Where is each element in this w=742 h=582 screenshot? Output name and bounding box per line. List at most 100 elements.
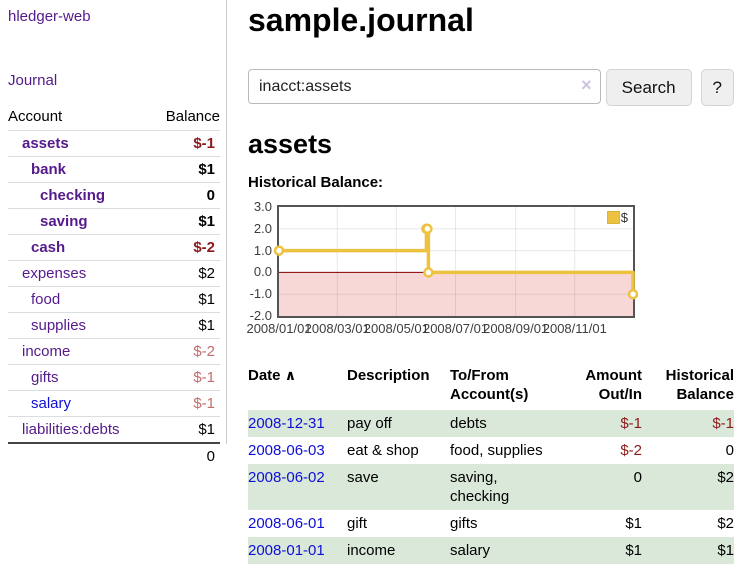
account-row: bank $1 bbox=[8, 156, 220, 183]
transaction-date-link[interactable]: 2008-12-31 bbox=[248, 415, 325, 432]
transaction-amount: $1 bbox=[625, 542, 642, 559]
account-balance: $-1 bbox=[193, 368, 215, 386]
transaction-balance: $2 bbox=[717, 469, 734, 486]
account-link[interactable]: bank bbox=[31, 160, 67, 178]
transaction-date-link[interactable]: 2008-06-02 bbox=[248, 469, 325, 486]
transaction-row: 2008-01-01 income salary $1 $1 bbox=[248, 537, 734, 564]
data-point-marker bbox=[422, 223, 433, 235]
transaction-accounts: food, supplies bbox=[450, 442, 543, 459]
transactions-table: Date ∧ Description To/From Account(s) Am… bbox=[248, 364, 734, 564]
x-axis-labels: 2008/01/01 2008/03/01 2008/05/01 2008/07/01… bbox=[246, 321, 734, 339]
transaction-row: 2008-12-31 pay off debts $-1 $-1 bbox=[248, 410, 734, 437]
account-row: food $1 bbox=[8, 286, 220, 313]
account-link[interactable]: saving bbox=[40, 212, 88, 230]
legend-swatch-icon bbox=[606, 211, 620, 224]
account-balance: $-1 bbox=[193, 134, 215, 152]
account-balance: $1 bbox=[198, 316, 215, 334]
chart-legend: $ bbox=[606, 210, 628, 225]
account-balance: 0 bbox=[206, 186, 215, 204]
description-column-header: Description bbox=[347, 367, 430, 384]
account-link[interactable]: cash bbox=[31, 238, 66, 256]
search-button[interactable]: Search bbox=[605, 69, 692, 106]
y-tick-label: 2.0 bbox=[253, 220, 272, 236]
transaction-accounts: saving, checking bbox=[450, 469, 510, 505]
transaction-date-link[interactable]: 2008-06-03 bbox=[248, 442, 325, 459]
account-balance-table: Account Balance assets $-1 bank $1 checking 0… bbox=[8, 105, 220, 469]
x-tick-label: 2008/11/01 bbox=[542, 321, 607, 336]
brand-link[interactable]: hledger-web bbox=[8, 8, 91, 25]
transaction-balance: 0 bbox=[725, 442, 734, 459]
transaction-amount: $-1 bbox=[620, 415, 642, 432]
date-header-label: Date bbox=[248, 367, 281, 384]
transaction-description: income bbox=[347, 542, 396, 559]
account-link[interactable]: expenses bbox=[22, 264, 87, 282]
transaction-date-link[interactable]: 2008-06-01 bbox=[248, 515, 325, 532]
transaction-balance: $1 bbox=[717, 542, 734, 559]
account-balance: $-2 bbox=[193, 238, 215, 256]
account-link[interactable]: food bbox=[31, 290, 61, 308]
y-axis-labels: 3.0 2.0 1.0 0.0 -1.0 -2.0 bbox=[248, 199, 272, 323]
account-row: cash $-2 bbox=[8, 234, 220, 261]
account-link[interactable]: supplies bbox=[31, 316, 87, 334]
account-row: gifts $-1 bbox=[8, 364, 220, 391]
account-link[interactable]: assets bbox=[22, 134, 69, 152]
chart-plot-area[interactable]: $ bbox=[273, 205, 639, 318]
data-point-marker bbox=[423, 267, 434, 278]
account-link[interactable]: income bbox=[22, 342, 71, 360]
account-balance: $-1 bbox=[193, 394, 215, 412]
transaction-balance: $-1 bbox=[712, 415, 734, 432]
account-balance: $1 bbox=[198, 420, 215, 438]
main-content: sample.journal × Search ? assets Histori… bbox=[246, 0, 734, 564]
transaction-amount: 0 bbox=[633, 469, 642, 486]
account-row: expenses $2 bbox=[8, 260, 220, 287]
total-row: 0 bbox=[8, 443, 220, 469]
y-tick-label: 3.0 bbox=[253, 199, 272, 214]
y-tick-label: 1.0 bbox=[253, 242, 272, 258]
account-link[interactable]: salary bbox=[31, 394, 72, 412]
historical-balance-column-header: Historical Balance bbox=[665, 367, 734, 403]
x-tick-label: 2008/03/01 bbox=[304, 321, 370, 336]
help-button[interactable]: ? bbox=[700, 69, 734, 106]
account-balance: $1 bbox=[198, 160, 215, 178]
account-row: assets $-1 bbox=[8, 130, 220, 157]
data-point-marker bbox=[627, 288, 639, 300]
transaction-description: save bbox=[347, 469, 379, 486]
x-tick-label: 2008/07/01 bbox=[422, 321, 489, 336]
transaction-amount: $-2 bbox=[620, 442, 642, 459]
account-balance: $-2 bbox=[193, 342, 215, 360]
account-link[interactable]: liabilities:debts bbox=[22, 420, 120, 438]
transaction-row: 2008-06-02 save saving, checking 0 $2 bbox=[248, 464, 734, 510]
page-title: sample.journal bbox=[248, 2, 474, 38]
transaction-balance: $2 bbox=[717, 515, 734, 532]
clear-search-icon[interactable]: × bbox=[581, 75, 592, 95]
y-tick-label: -1.0 bbox=[249, 286, 272, 302]
total-balance: 0 bbox=[206, 447, 215, 465]
account-row: income $-2 bbox=[8, 338, 220, 365]
account-link[interactable]: checking bbox=[40, 186, 106, 204]
register-header-row: Date ∧ Description To/From Account(s) Am… bbox=[248, 364, 734, 410]
transaction-accounts: salary bbox=[450, 542, 491, 559]
account-link[interactable]: gifts bbox=[31, 368, 59, 386]
transaction-date-link[interactable]: 2008-01-01 bbox=[248, 542, 325, 559]
chart-title: Historical Balance: bbox=[248, 174, 384, 191]
account-row: liabilities:debts $1 bbox=[8, 416, 220, 444]
balance-column-header: Balance bbox=[165, 108, 220, 125]
transaction-description: eat & shop bbox=[347, 442, 419, 459]
date-column-header[interactable]: Date ∧ bbox=[248, 364, 347, 410]
y-tick-label: -2.0 bbox=[249, 308, 272, 323]
sidebar-item-journal[interactable]: Journal bbox=[8, 72, 58, 89]
account-balance: $1 bbox=[198, 290, 215, 308]
account-table-header-row: Account Balance bbox=[8, 105, 220, 131]
x-tick-label: 2008/01/01 bbox=[246, 321, 312, 336]
transaction-row: 2008-06-03 eat & shop food, supplies $-2 0 bbox=[248, 437, 734, 464]
amount-column-header: Amount Out/In bbox=[585, 367, 642, 403]
data-point-marker bbox=[273, 245, 285, 256]
transaction-description: gift bbox=[347, 515, 368, 532]
accounts-column-header: To/From Account(s) bbox=[450, 367, 529, 403]
x-tick-label: 2008/09/01 bbox=[483, 321, 549, 336]
transactions-body: 2008-12-31 pay off debts $-1 $-1 2008-06-03 ea… bbox=[248, 410, 734, 564]
search-input[interactable] bbox=[248, 69, 601, 104]
sort-ascending-icon: ∧ bbox=[284, 367, 297, 383]
x-tick-label: 2008/05/01 bbox=[363, 321, 429, 336]
